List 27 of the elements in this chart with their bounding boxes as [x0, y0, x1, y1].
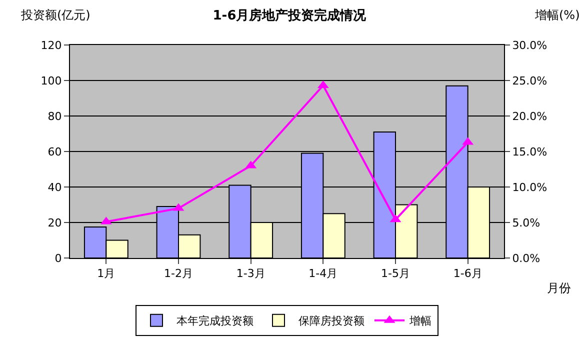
y-tick-label: 120	[40, 38, 62, 52]
y2-tick-label: 10.0%	[512, 180, 548, 194]
legend-label: 增幅	[408, 314, 432, 328]
legend-label: 保障房投资额	[298, 314, 364, 328]
y-tick-label: 20	[48, 216, 62, 230]
y2-tick-label: 30.0%	[512, 38, 548, 52]
chart-title: 1-6月房地产投资完成情况	[212, 8, 368, 24]
y-tick-label: 100	[40, 74, 62, 88]
y2-axis-title: 增幅(%)	[534, 8, 579, 22]
y-axis-title: 投资额(亿元)	[20, 8, 90, 22]
y2-tick-label: 5.0%	[512, 216, 540, 230]
y-tick-label: 80	[48, 110, 62, 123]
x-axis-title: 月份	[547, 281, 571, 295]
x-tick-label: 1-3月	[236, 267, 266, 280]
y-tick-label: 60	[48, 145, 62, 158]
y2-tick-label: 15.0%	[512, 145, 548, 158]
x-tick-label: 1-5月	[381, 267, 410, 280]
x-tick-label: 1-2月	[164, 267, 193, 280]
x-tick-label: 1月	[97, 267, 116, 280]
y2-tick-label: 0.0%	[512, 252, 540, 265]
y-tick-label: 40	[48, 180, 62, 194]
y2-tick-label: 25.0%	[512, 74, 548, 88]
legend-label: 本年完成投资额	[176, 314, 254, 328]
y2-tick-label: 20.0%	[512, 110, 548, 123]
x-tick-label: 1-6月	[453, 267, 482, 280]
y-tick-label: 0	[54, 252, 62, 265]
x-tick-label: 1-4月	[308, 267, 338, 280]
